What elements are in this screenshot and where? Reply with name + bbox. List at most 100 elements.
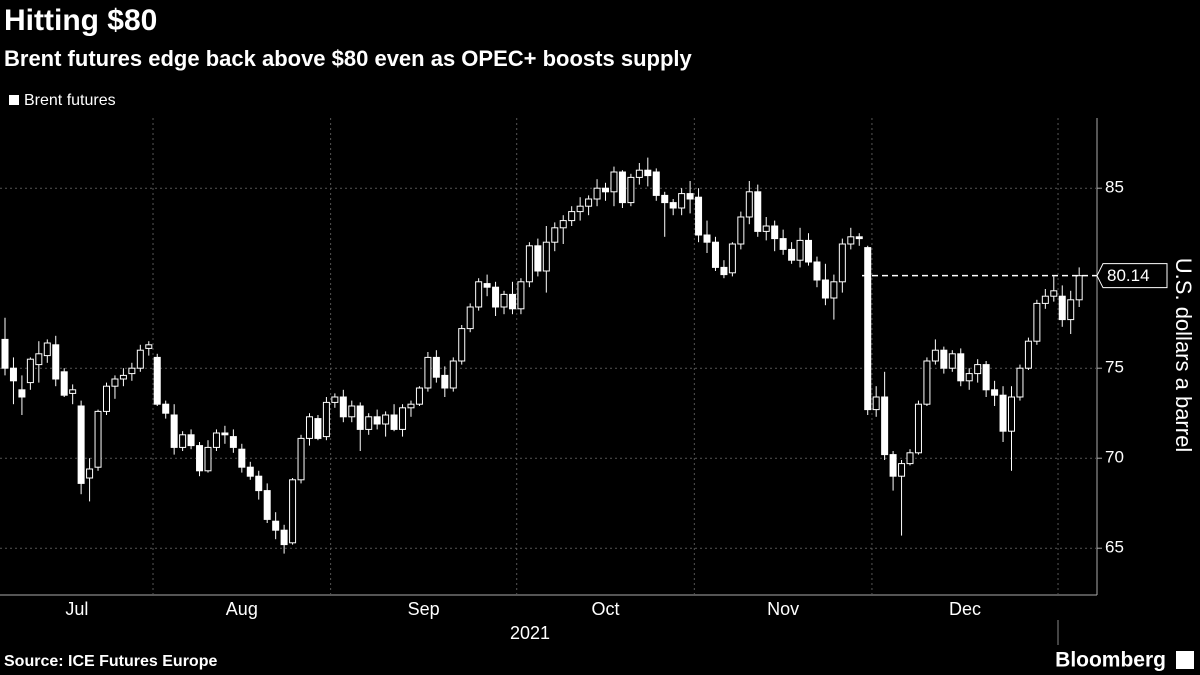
candle-body xyxy=(813,261,821,281)
candle-body xyxy=(534,245,542,272)
candle-body xyxy=(923,360,931,405)
x-tick-label: Aug xyxy=(226,599,258,619)
candle-body xyxy=(1041,295,1049,304)
candle-body xyxy=(889,454,897,477)
candle-body xyxy=(238,448,246,468)
candle-body xyxy=(18,389,26,398)
candle-body xyxy=(458,328,466,362)
candle-body xyxy=(525,245,533,283)
chart-title: Hitting $80 xyxy=(4,4,157,37)
candle-body xyxy=(635,169,643,178)
candle-body xyxy=(864,247,872,411)
candle-body xyxy=(86,468,94,479)
candle-body xyxy=(187,434,195,447)
legend-label: Brent futures xyxy=(24,92,116,109)
candle-body xyxy=(52,344,60,380)
candle-body xyxy=(179,434,187,448)
candle-body xyxy=(965,373,973,382)
candle-body xyxy=(568,211,576,222)
candle-body xyxy=(805,239,813,263)
candle-body xyxy=(153,356,161,405)
candle-body xyxy=(60,371,68,396)
candle-body xyxy=(399,407,407,430)
y-tick-label: 85 xyxy=(1105,178,1124,197)
candle-body xyxy=(492,286,500,308)
candle-body xyxy=(331,396,339,403)
candle-body xyxy=(365,416,373,430)
y-axis-label: U.S. dollars a barrel xyxy=(1171,258,1196,452)
candle-body xyxy=(196,445,204,472)
candle-body xyxy=(1016,367,1024,398)
candle-body xyxy=(136,349,144,369)
y-tick-label: 70 xyxy=(1105,448,1124,467)
candle-body xyxy=(720,266,728,276)
candle-body xyxy=(914,403,922,454)
x-tick-label: Dec xyxy=(949,599,981,619)
candle-body xyxy=(585,198,593,207)
candle-body xyxy=(678,193,686,209)
y-tick-label: 75 xyxy=(1105,358,1124,377)
candle-body xyxy=(246,466,254,477)
legend-swatch xyxy=(9,95,19,105)
candle-body xyxy=(77,405,85,484)
candle-body xyxy=(26,358,34,384)
candle-body xyxy=(221,432,229,436)
candle-body xyxy=(229,436,237,448)
candle-body xyxy=(119,374,127,380)
candle-body xyxy=(475,281,483,308)
candle-body xyxy=(483,283,491,288)
candle-body xyxy=(644,169,652,177)
candle-body xyxy=(9,367,17,382)
candle-body xyxy=(652,171,660,196)
candle-body xyxy=(542,241,550,272)
brand: Bloomberg xyxy=(1055,649,1166,672)
candle-body xyxy=(35,353,43,366)
candle-body xyxy=(737,216,745,245)
candle-body xyxy=(847,236,855,245)
candle-body xyxy=(974,364,982,375)
candle-body xyxy=(441,374,449,389)
candle-body xyxy=(424,356,432,389)
candle-body xyxy=(788,248,796,261)
candle-body xyxy=(669,202,677,209)
source: Source: ICE Futures Europe xyxy=(4,653,217,670)
candle-body xyxy=(1024,340,1032,369)
candle-body xyxy=(940,349,948,369)
candle-body xyxy=(128,367,136,375)
candle-body xyxy=(661,194,669,204)
candle-body xyxy=(695,196,703,236)
candle-body xyxy=(500,293,508,308)
candle-body xyxy=(754,191,762,232)
candle-body xyxy=(356,405,364,430)
candle-body xyxy=(686,193,694,200)
candle-body xyxy=(204,446,212,472)
candle-body xyxy=(43,342,51,357)
candle-body xyxy=(322,401,330,438)
candle-body xyxy=(838,243,846,283)
candle-body xyxy=(576,205,584,213)
candle-body xyxy=(255,475,263,492)
candle-body xyxy=(957,353,965,382)
candle-body xyxy=(432,356,440,378)
last-value-box xyxy=(1096,263,1168,289)
candle-body xyxy=(779,238,787,250)
candle-body xyxy=(1050,290,1058,297)
candle-body xyxy=(111,378,119,387)
candle-body xyxy=(745,191,753,218)
candle-body xyxy=(339,396,347,418)
candle-body xyxy=(69,389,77,394)
candle-body xyxy=(703,234,711,243)
brand-logo xyxy=(1176,651,1194,669)
candle-body xyxy=(1067,299,1075,321)
candle-body xyxy=(610,171,618,193)
candle-body xyxy=(771,225,779,240)
candle-body xyxy=(415,387,423,405)
candle-body xyxy=(906,452,914,465)
candle-body xyxy=(1058,295,1066,321)
candle-body xyxy=(728,243,736,274)
candle-body xyxy=(618,171,626,204)
candle-body xyxy=(263,490,271,520)
candle-body xyxy=(559,220,567,229)
candle-body xyxy=(1075,275,1083,301)
